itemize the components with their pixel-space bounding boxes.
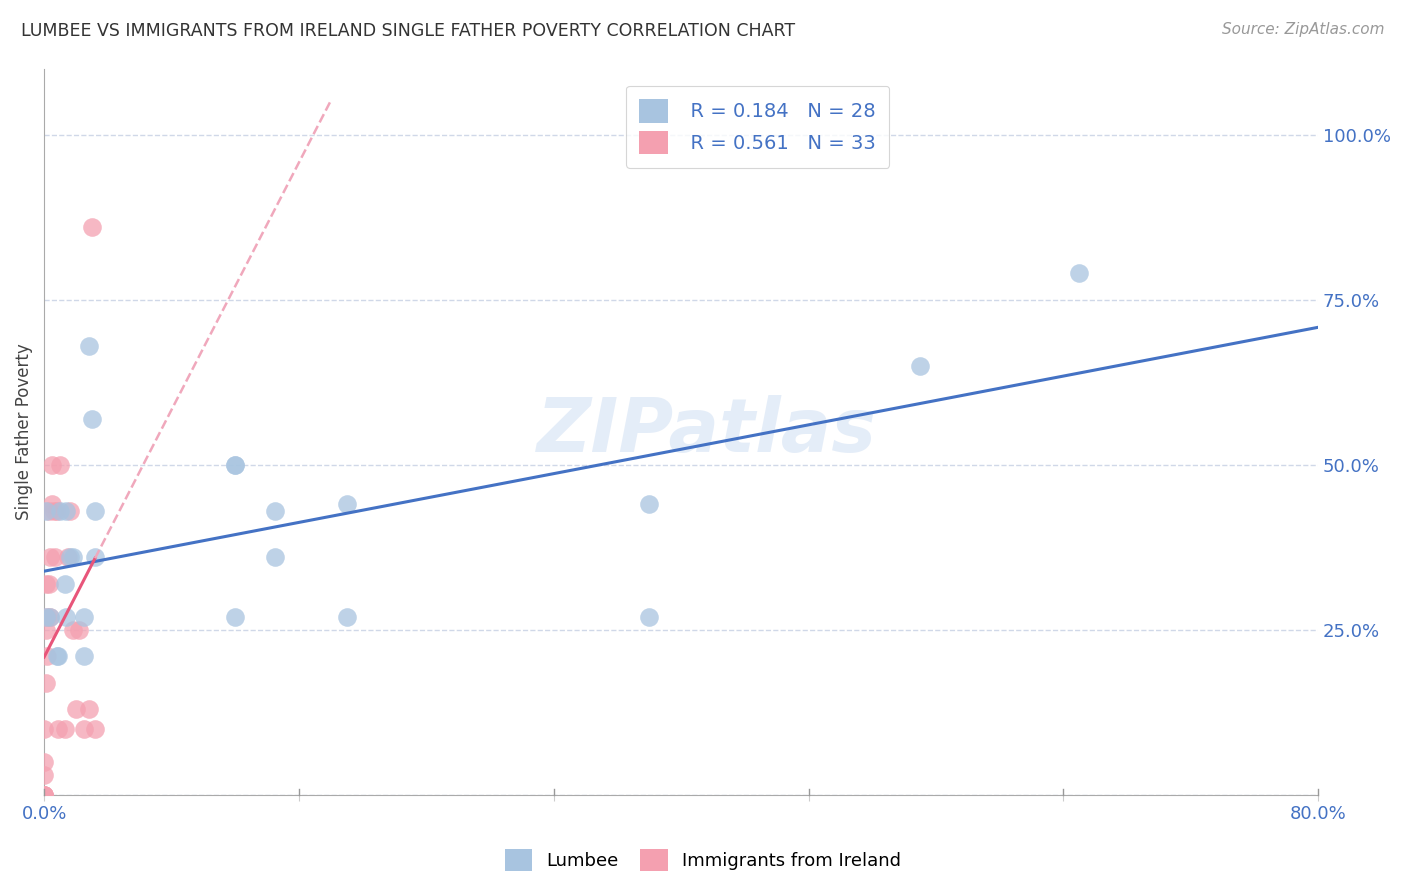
Point: [80, 411, 103, 425]
Point: [224, 609, 246, 624]
Point: [39, 550, 62, 565]
Legend:   R = 0.184   N = 28,   R = 0.561   N = 33: R = 0.184 N = 28, R = 0.561 N = 33: [626, 86, 890, 168]
Point: [336, 498, 359, 512]
Point: [37, 649, 59, 664]
Point: [55, 609, 77, 624]
Point: [56, 550, 79, 565]
Point: [77, 339, 100, 353]
Point: [49, 458, 72, 472]
Point: [48, 649, 70, 664]
Point: [35, 504, 58, 518]
Point: [73, 649, 96, 664]
Point: [44, 550, 66, 565]
Point: [80, 220, 103, 235]
Point: [35, 609, 58, 624]
Text: ZIPatlas: ZIPatlas: [537, 395, 876, 468]
Point: [41, 498, 63, 512]
Point: [42, 504, 65, 518]
Point: [38, 576, 60, 591]
Point: [73, 609, 96, 624]
Point: [73, 722, 96, 736]
Point: [38, 504, 60, 518]
Point: [224, 458, 246, 472]
Point: [84, 550, 107, 565]
Point: [264, 550, 287, 565]
Point: [39, 609, 62, 624]
Point: [35, 576, 58, 591]
Point: [48, 722, 70, 736]
Y-axis label: Single Father Poverty: Single Father Poverty: [15, 343, 32, 520]
Point: [32, 755, 55, 769]
Point: [37, 609, 59, 624]
Point: [1069, 266, 1091, 280]
Point: [336, 609, 359, 624]
Point: [65, 702, 87, 716]
Point: [84, 722, 107, 736]
Point: [39, 609, 62, 624]
Point: [62, 623, 84, 637]
Point: [45, 649, 67, 664]
Point: [908, 359, 931, 373]
Point: [53, 576, 76, 591]
Point: [62, 550, 84, 565]
Point: [45, 504, 67, 518]
Point: [58, 504, 80, 518]
Point: [32, 788, 55, 802]
Point: [67, 623, 90, 637]
Point: [77, 702, 100, 716]
Point: [224, 458, 246, 472]
Legend: Lumbee, Immigrants from Ireland: Lumbee, Immigrants from Ireland: [498, 842, 908, 879]
Point: [264, 504, 287, 518]
Point: [638, 498, 661, 512]
Text: Source: ZipAtlas.com: Source: ZipAtlas.com: [1222, 22, 1385, 37]
Point: [58, 550, 80, 565]
Point: [53, 722, 76, 736]
Point: [638, 609, 661, 624]
Point: [55, 504, 77, 518]
Point: [49, 504, 72, 518]
Point: [32, 788, 55, 802]
Text: LUMBEE VS IMMIGRANTS FROM IRELAND SINGLE FATHER POVERTY CORRELATION CHART: LUMBEE VS IMMIGRANTS FROM IRELAND SINGLE…: [21, 22, 796, 40]
Point: [32, 722, 55, 736]
Point: [35, 675, 58, 690]
Point: [32, 768, 55, 782]
Point: [35, 623, 58, 637]
Point: [84, 504, 107, 518]
Point: [32, 788, 55, 802]
Point: [32, 788, 55, 802]
Point: [41, 458, 63, 472]
